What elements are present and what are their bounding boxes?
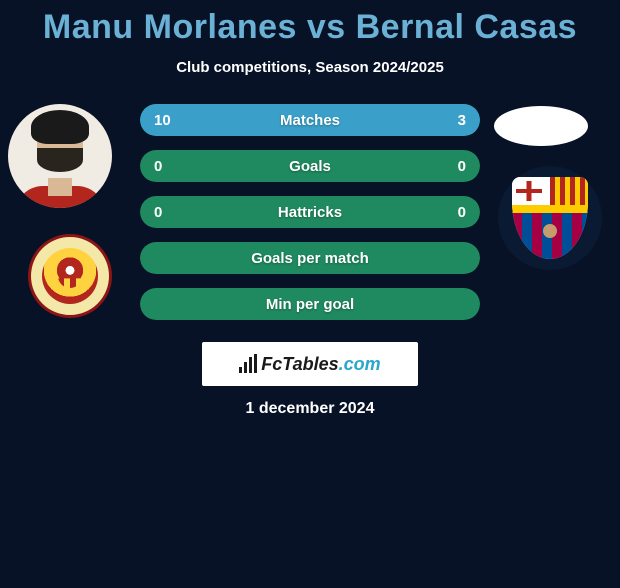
brand-suffix: .com — [339, 354, 381, 374]
stat-label: Min per goal — [266, 296, 354, 313]
content-area: 10 3 Matches 0 0 Goals 0 0 Hattricks Goals per ma… — [0, 104, 620, 418]
brand-label: FcTables — [261, 354, 338, 374]
stat-bar: Min per goal — [140, 288, 480, 320]
stat-value-right: 0 — [458, 158, 466, 175]
brand-logo: FcTables.com — [202, 342, 418, 386]
stat-label: Hattricks — [278, 204, 342, 221]
page-title: Manu Morlanes vs Bernal Casas — [0, 8, 620, 47]
stat-bar: 0 0 Hattricks — [140, 196, 480, 228]
bar-chart-icon — [239, 355, 257, 373]
stat-value-right: 0 — [458, 204, 466, 221]
stat-bar: Goals per match — [140, 242, 480, 274]
stat-label: Goals per match — [251, 250, 369, 267]
stat-label: Matches — [280, 112, 340, 129]
stat-value-right: 3 — [458, 112, 466, 129]
stat-label: Goals — [289, 158, 331, 175]
comparison-date: 1 december 2024 — [0, 400, 620, 418]
stat-bar: 0 0 Goals — [140, 150, 480, 182]
player-left-avatar — [8, 104, 112, 208]
brand-text: FcTables.com — [261, 354, 380, 375]
club-crest-right — [498, 166, 602, 270]
player-right-avatar — [494, 106, 588, 146]
club-crest-left — [28, 234, 112, 318]
subtitle: Club competitions, Season 2024/2025 — [0, 59, 620, 76]
stat-bars: 10 3 Matches 0 0 Goals 0 0 Hattricks Goals per ma… — [140, 104, 480, 320]
stat-value-left: 10 — [154, 112, 171, 129]
stat-value-left: 0 — [154, 158, 162, 175]
stat-value-left: 0 — [154, 204, 162, 221]
stat-bar: 10 3 Matches — [140, 104, 480, 136]
